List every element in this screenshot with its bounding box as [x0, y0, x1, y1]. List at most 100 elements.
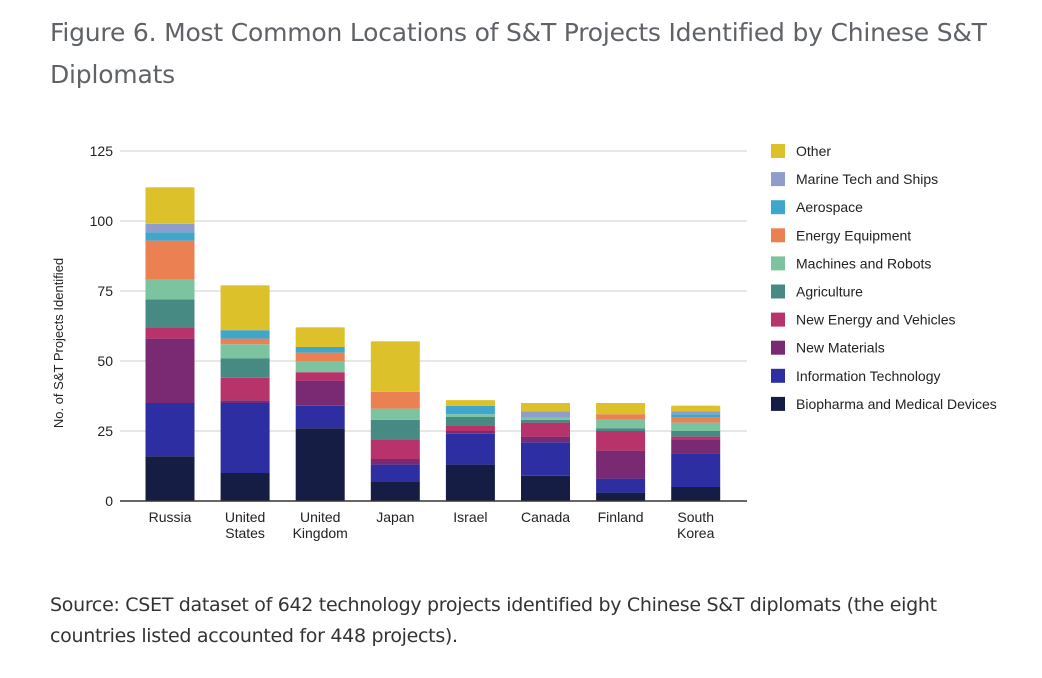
- legend-item: Energy Equipment: [771, 227, 911, 243]
- x-tick-label: Russia: [149, 509, 192, 525]
- x-tick-label: Canada: [521, 509, 570, 525]
- bar-segment-information-technology: [521, 442, 570, 476]
- bar-segment-aerospace: [295, 347, 345, 353]
- bar-top-cap: [220, 285, 270, 292]
- bar-segment-energy-equipment: [370, 391, 420, 409]
- bar-top-cap: [521, 403, 570, 409]
- bar-segment-information-technology: [445, 433, 495, 465]
- bar-segment-energy-equipment: [671, 417, 721, 423]
- legend-label: Information Technology: [796, 368, 941, 384]
- legend-item: Other: [771, 143, 831, 159]
- bar-segment-information-technology: [370, 464, 420, 482]
- legend-swatch: [771, 228, 785, 243]
- legend-item: Agriculture: [771, 284, 863, 300]
- bar-segment-biopharma-and-medical-devices: [370, 481, 420, 501]
- bar-stack-south-korea: [671, 405, 721, 501]
- x-tick-label: Korea: [677, 525, 715, 541]
- legend-item: Aerospace: [771, 199, 863, 215]
- bar-top-cap: [370, 341, 420, 348]
- bar-segment-machines-and-robots: [295, 361, 345, 373]
- bar-segment-machines-and-robots: [370, 408, 420, 420]
- y-tick-label: 50: [97, 353, 113, 369]
- x-tick-label: Israel: [453, 509, 487, 525]
- legend-item: New Materials: [771, 340, 885, 356]
- bar-segment-biopharma-and-medical-devices: [295, 428, 345, 501]
- legend-swatch: [771, 312, 785, 327]
- legend-swatch: [771, 284, 785, 299]
- legend-item: New Energy and Vehicles: [771, 312, 956, 328]
- legend-swatch: [771, 396, 785, 411]
- bar-segment-new-energy-and-vehicles: [596, 431, 646, 451]
- bar-segment-biopharma-and-medical-devices: [445, 464, 495, 501]
- y-tick-label: 75: [97, 283, 113, 299]
- x-tick-label: Kingdom: [293, 525, 348, 541]
- bar-stack-canada: [521, 403, 570, 501]
- legend-swatch: [771, 200, 785, 215]
- bar-segment-other: [220, 285, 270, 331]
- x-tick-label: States: [225, 525, 265, 541]
- legend-swatch: [771, 340, 785, 355]
- bar-segment-new-energy-and-vehicles: [370, 439, 420, 459]
- legend-label: Biopharma and Medical Devices: [796, 396, 997, 412]
- legend-label: New Materials: [796, 340, 885, 356]
- bar-segment-information-technology: [671, 453, 721, 487]
- bar-segment-new-energy-and-vehicles: [145, 327, 195, 339]
- bar-segment-agriculture: [596, 428, 646, 431]
- bar-stack-israel: [445, 400, 495, 501]
- bar-stack-russia: [145, 187, 195, 501]
- bar-segment-new-energy-and-vehicles: [521, 422, 570, 437]
- bar-segment-new-materials: [295, 380, 345, 406]
- legend-swatch: [771, 256, 785, 271]
- bar-segment-marine-tech-and-ships: [521, 411, 570, 417]
- bar-segment-biopharma-and-medical-devices: [521, 475, 570, 501]
- legend-swatch: [771, 368, 785, 383]
- bar-segment-new-materials: [671, 439, 721, 454]
- bar-top-cap: [671, 405, 721, 412]
- bar-segment-new-energy-and-vehicles: [445, 425, 495, 431]
- bar-segment-agriculture: [671, 431, 721, 437]
- y-tick-label: 25: [97, 423, 113, 439]
- bar-segment-other: [145, 187, 195, 224]
- bar-segment-new-energy-and-vehicles: [671, 436, 721, 440]
- bar-segment-marine-tech-and-ships: [671, 411, 721, 415]
- bar-segment-machines-and-robots: [445, 414, 495, 417]
- bar-segment-new-materials: [145, 338, 195, 403]
- y-tick-label: 125: [90, 143, 114, 159]
- bar-segment-machines-and-robots: [521, 417, 570, 420]
- bar-top-cap: [596, 403, 646, 409]
- bar-segment-new-materials: [370, 459, 420, 465]
- x-tick-label: United: [225, 509, 265, 525]
- bar-segment-biopharma-and-medical-devices: [596, 492, 646, 501]
- legend-swatch: [771, 172, 785, 187]
- bar-segment-biopharma-and-medical-devices: [220, 473, 270, 501]
- bar-segment-aerospace: [445, 405, 495, 415]
- bar-segment-agriculture: [145, 299, 195, 328]
- bar-segment-marine-tech-and-ships: [145, 223, 195, 233]
- bar-stack-japan: [370, 341, 420, 501]
- bar-segment-agriculture: [370, 419, 420, 440]
- bar-segment-information-technology: [145, 403, 195, 457]
- legend-item: Marine Tech and Ships: [771, 171, 938, 187]
- figure-title: Figure 6. Most Common Locations of S&T P…: [50, 18, 987, 89]
- bar-segment-machines-and-robots: [671, 422, 721, 431]
- bar-segment-new-energy-and-vehicles: [295, 372, 345, 381]
- y-tick-label: 100: [90, 213, 114, 229]
- bar-stack-united-states: [220, 285, 270, 501]
- legend-swatch: [771, 144, 785, 158]
- y-tick-label: 0: [105, 493, 113, 509]
- bars: [145, 187, 721, 501]
- bar-segment-agriculture: [445, 417, 495, 426]
- x-tick-label: South: [677, 509, 714, 525]
- legend-item: Machines and Robots: [771, 255, 931, 271]
- bar-segment-new-energy-and-vehicles: [220, 377, 270, 401]
- bar-segment-new-materials: [596, 450, 646, 479]
- legend-label: Agriculture: [796, 284, 863, 300]
- legend-label: Other: [796, 143, 831, 159]
- gridlines: [120, 150, 747, 432]
- bar-segment-energy-equipment: [145, 240, 195, 280]
- legend-label: Marine Tech and Ships: [796, 171, 938, 187]
- legend-item: Information Technology: [771, 368, 941, 384]
- x-tick-label: United: [300, 509, 340, 525]
